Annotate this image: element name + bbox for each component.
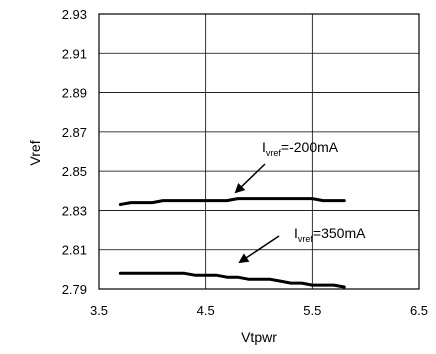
x-tick-label: 4.5: [197, 303, 215, 318]
y-tick-label: 2.93: [62, 7, 87, 22]
y-tick-label: 2.89: [62, 86, 87, 101]
grid-lines: [99, 14, 419, 289]
series-annotation-2: Ivref=350mA: [294, 225, 366, 244]
y-tick-label: 2.83: [62, 203, 87, 218]
y-axis-title: Vref: [27, 140, 43, 165]
annotations: Ivref=-200mA Ivref=350mA: [234, 139, 366, 264]
x-tick-label: 6.5: [410, 303, 428, 318]
x-axis-title: Vtpwr: [241, 329, 277, 345]
series-line-2: [118, 271, 346, 289]
y-tick-label: 2.85: [62, 164, 87, 179]
x-tick-label: 5.5: [303, 303, 321, 318]
tick-labels: 3.5 4.5 5.5 6.5 2.93 2.91 2.89 2.87 2.85 2.83 2.81…: [62, 7, 428, 318]
x-tick-label: 3.5: [90, 303, 108, 318]
series-lines: [118, 197, 346, 289]
series-annotation-1: Ivref=-200mA: [262, 139, 339, 158]
y-tick-label: 2.91: [62, 46, 87, 61]
y-tick-label: 2.79: [62, 282, 87, 297]
y-tick-label: 2.81: [62, 243, 87, 258]
series-line-1: [118, 197, 346, 206]
annotation-arrow-2: [238, 235, 280, 264]
y-tick-label: 2.87: [62, 125, 87, 140]
plot-frame: [98, 13, 420, 290]
annotation-arrow-1: [234, 163, 266, 194]
